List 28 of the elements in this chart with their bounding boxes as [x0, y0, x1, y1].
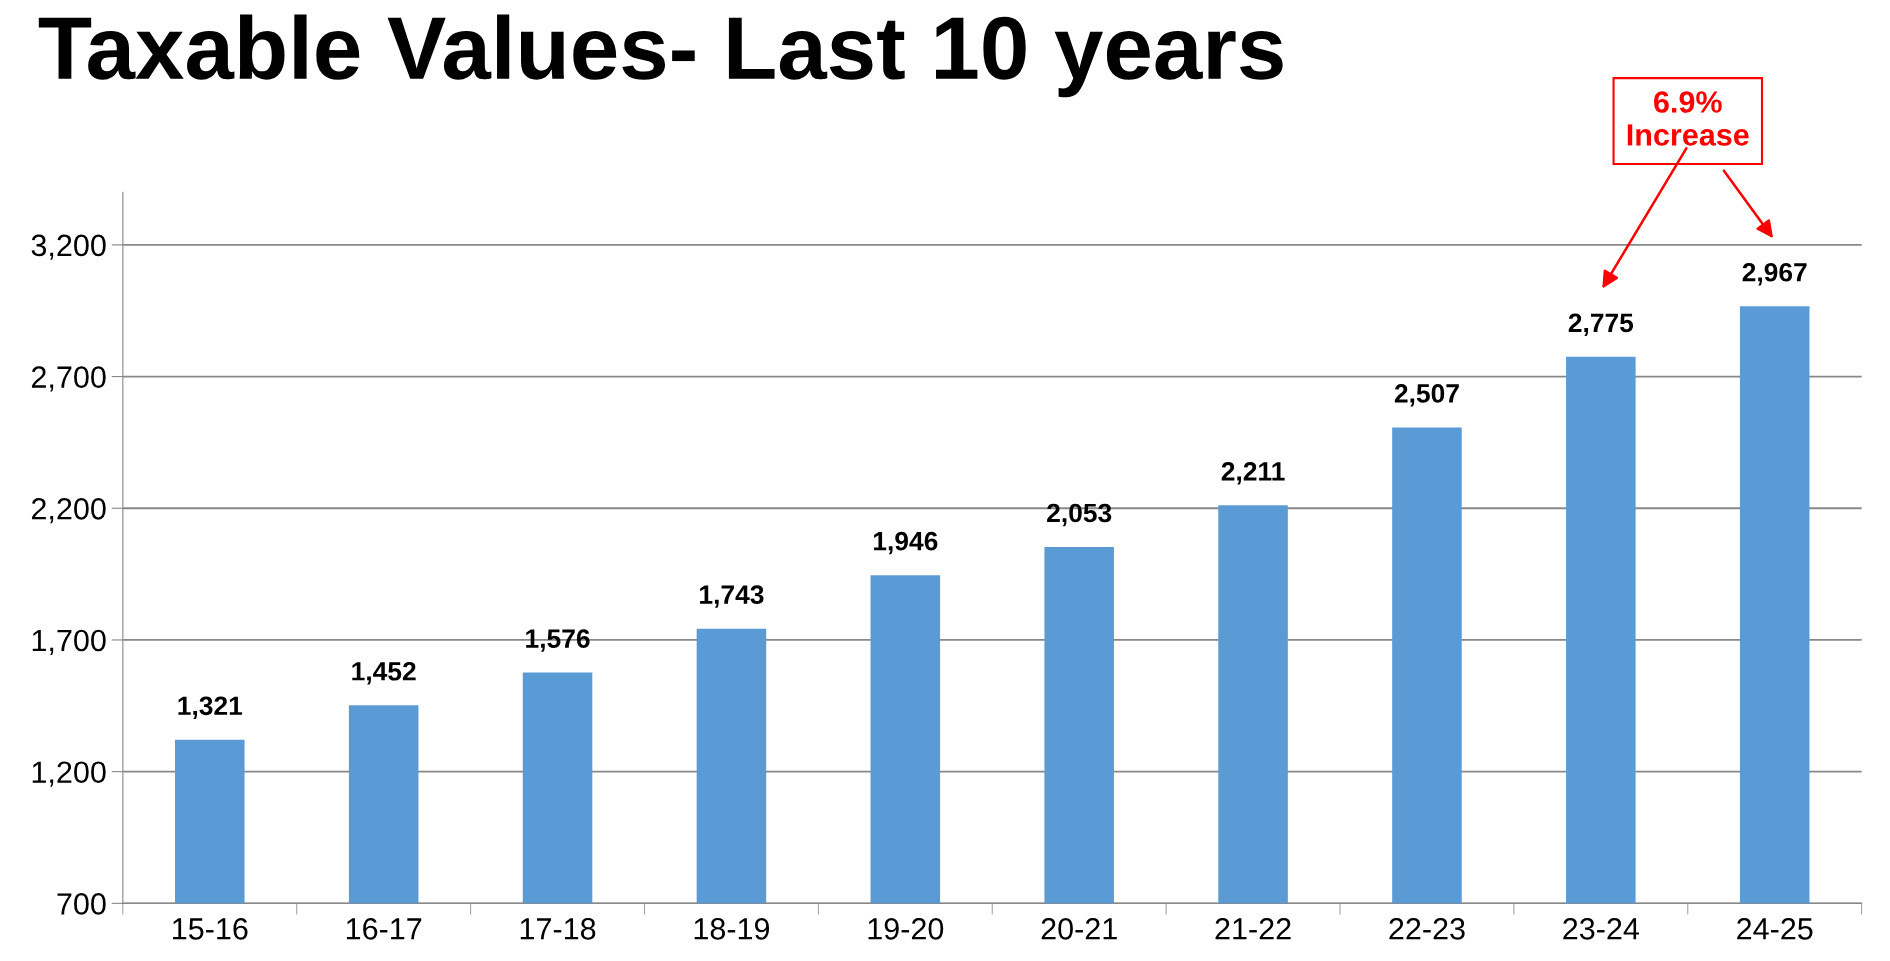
data-label: 1,946	[873, 531, 938, 555]
x-tick-label: 16-17	[346, 918, 422, 940]
x-tick-label: 18-19	[694, 918, 770, 940]
data-label: 2,775	[1568, 313, 1634, 336]
y-tick-label: 1,700	[32, 629, 106, 655]
y-tick-label: 1,200	[32, 761, 106, 787]
y-tick-label: 3,200	[31, 234, 106, 260]
x-tick-label: 17-18	[520, 918, 596, 940]
y-tick-label: 700	[57, 893, 106, 915]
chart-title: Taxable Values- Last 10 years	[38, 14, 1283, 98]
data-label: 1,321	[178, 696, 243, 719]
x-tick-label: 19-20	[868, 918, 944, 940]
data-label: 2,967	[1742, 262, 1807, 286]
data-label: 2,053	[1047, 503, 1112, 527]
data-label: 2,211	[1221, 462, 1285, 485]
x-tick-label: 23-24	[1563, 918, 1640, 940]
x-tick-label: 22-23	[1389, 918, 1465, 940]
x-tick-label: 24-25	[1737, 918, 1813, 940]
text: 6.9% Increase	[1627, 91, 1749, 146]
data-label: 1,743	[700, 585, 764, 608]
data-label: 2,507	[1394, 384, 1459, 407]
data-label: 1,576	[526, 629, 590, 652]
data-label: 1,452	[352, 661, 416, 685]
y-tick-label: 2,200	[31, 498, 106, 524]
y-tick-label: 2,700	[31, 366, 106, 392]
x-tick-label: 15-16	[173, 918, 248, 940]
x-tick-label: 21-22	[1215, 918, 1291, 940]
x-tick-label: 20-21	[1041, 918, 1117, 940]
